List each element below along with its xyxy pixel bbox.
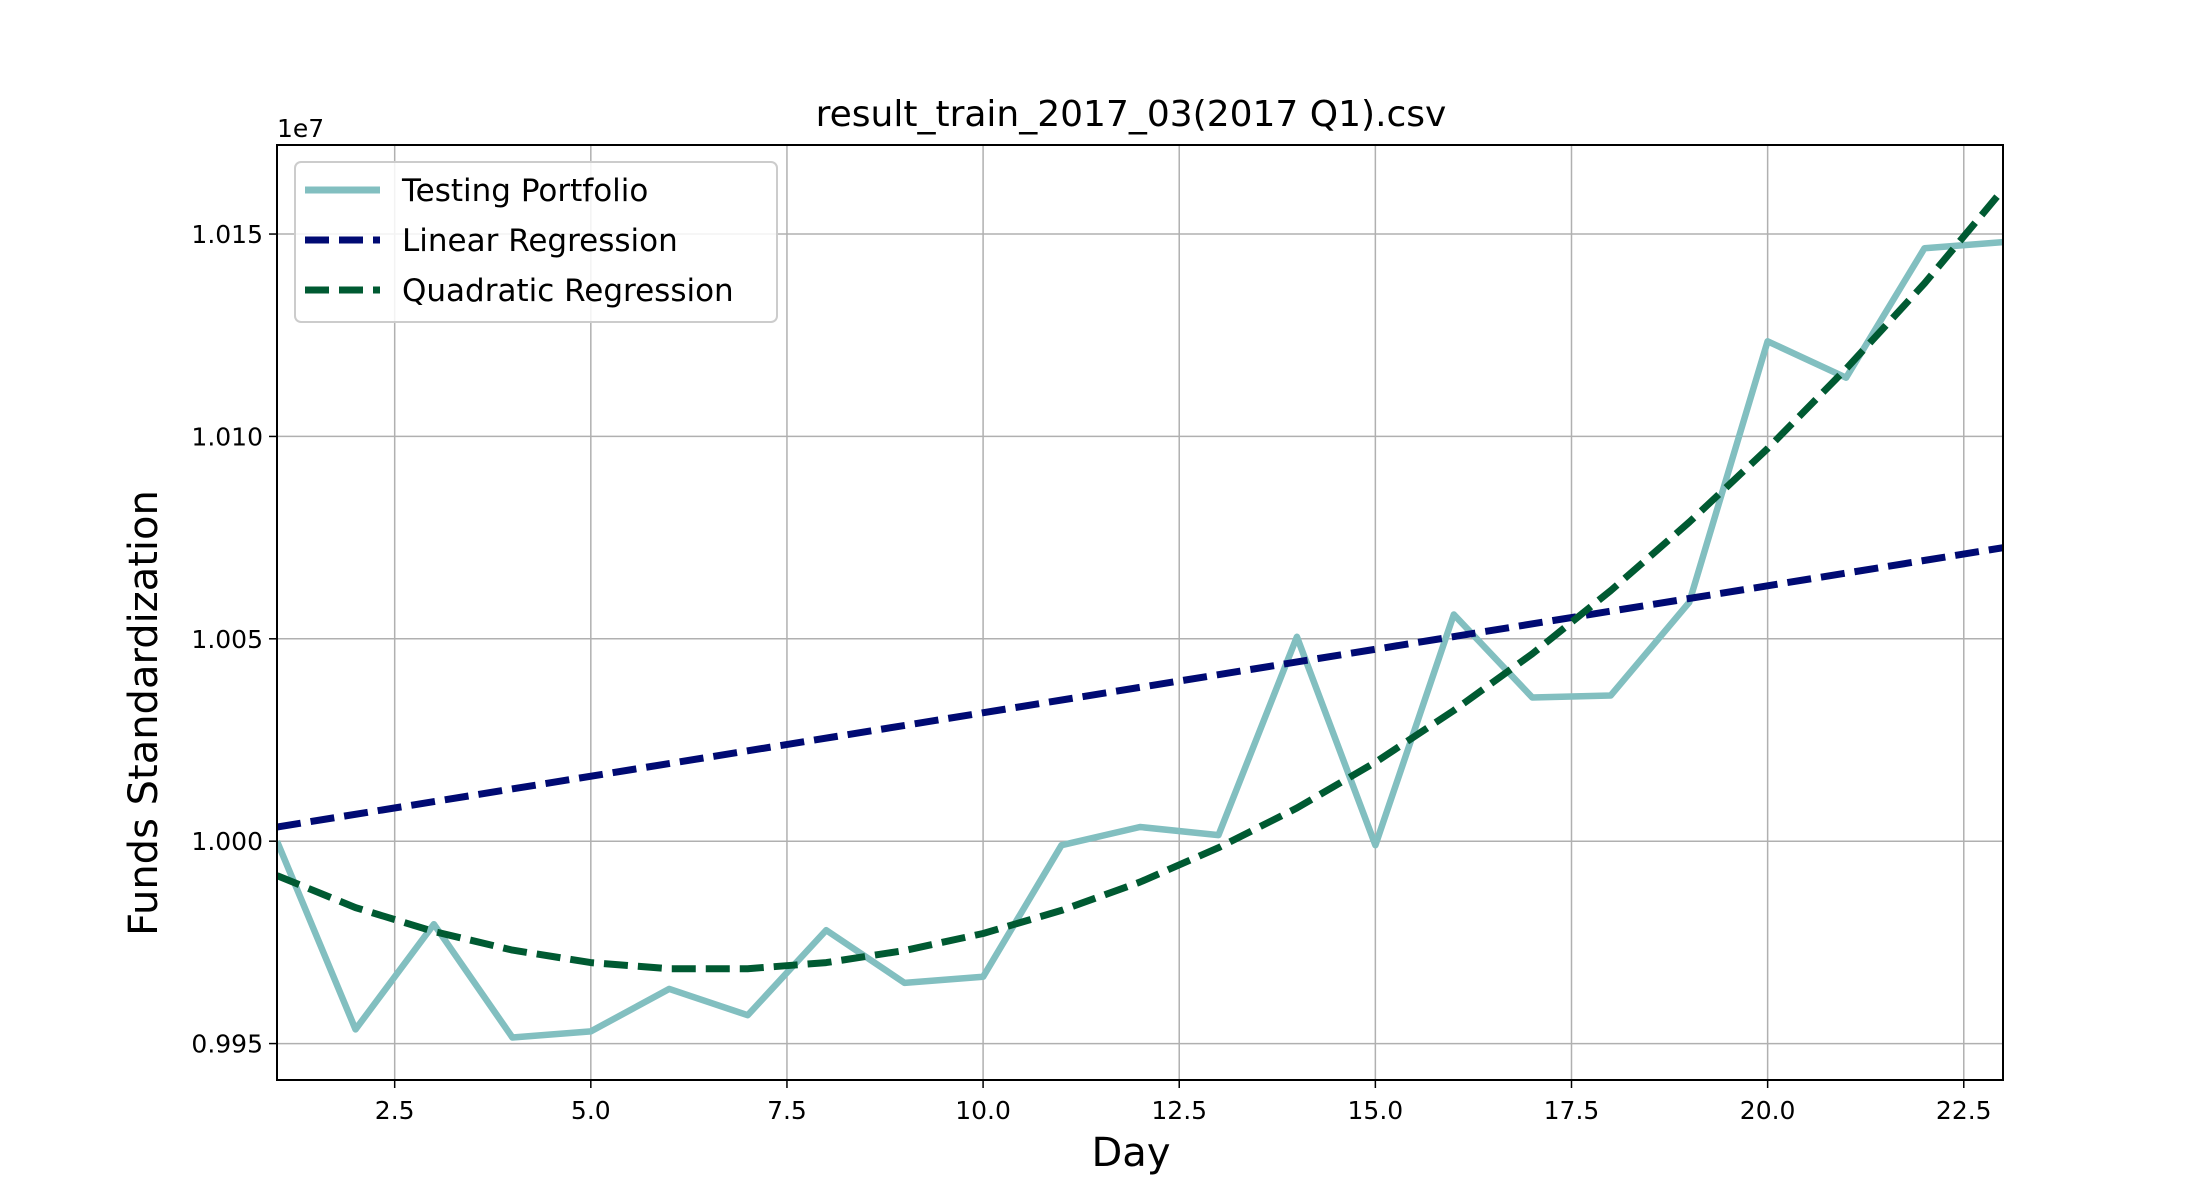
x-tick-label: 17.5: [1544, 1096, 1600, 1125]
x-tick-label: 15.0: [1348, 1096, 1404, 1125]
legend-box: [294, 161, 778, 323]
series-layer: [277, 187, 2003, 1041]
x-axis: 2.5 5.0 7.5 10.0 12.5 15.0 17.5 20.0 22.5: [375, 1080, 1992, 1125]
legend-label-linear-regression: Linear Regression: [402, 223, 678, 259]
x-tick-label: 20.0: [1740, 1096, 1796, 1125]
x-tick-label: 7.5: [767, 1096, 807, 1125]
x-tick-label: 12.5: [1151, 1096, 1207, 1125]
plot-frame: [276, 144, 2004, 1081]
y-tick-label: 1.000: [191, 827, 263, 856]
x-tick-label: 10.0: [955, 1096, 1011, 1125]
x-tick-label: 22.5: [1936, 1096, 1992, 1125]
y-offset-label: 1e7: [277, 114, 324, 143]
gridlines: [277, 145, 2003, 1080]
x-tick-label: 5.0: [571, 1096, 611, 1125]
y-tick-label: 1.010: [191, 422, 263, 451]
legend: Testing Portfolio Linear Regression Quadra…: [294, 161, 778, 323]
chart-title: result_train_2017_03(2017 Q1).csv: [816, 94, 1447, 135]
x-axis-label: Day: [1092, 1130, 1171, 1176]
y-tick-label: 1.015: [191, 220, 263, 249]
y-axis: 0.995 1.000 1.005 1.010 1.015: [191, 220, 277, 1059]
series-testing-portfolio: [277, 238, 2003, 1041]
legend-label-testing-portfolio: Testing Portfolio: [401, 173, 648, 209]
series-linear-regression: [277, 544, 2003, 831]
x-tick-label: 2.5: [375, 1096, 415, 1125]
y-tick-label: 0.995: [191, 1030, 263, 1059]
y-axis-label: Funds Standardization: [121, 490, 167, 936]
y-tick-label: 1.005: [191, 625, 263, 654]
legend-label-quadratic-regression: Quadratic Regression: [402, 273, 734, 309]
series-quadratic-regression: [277, 187, 2003, 973]
